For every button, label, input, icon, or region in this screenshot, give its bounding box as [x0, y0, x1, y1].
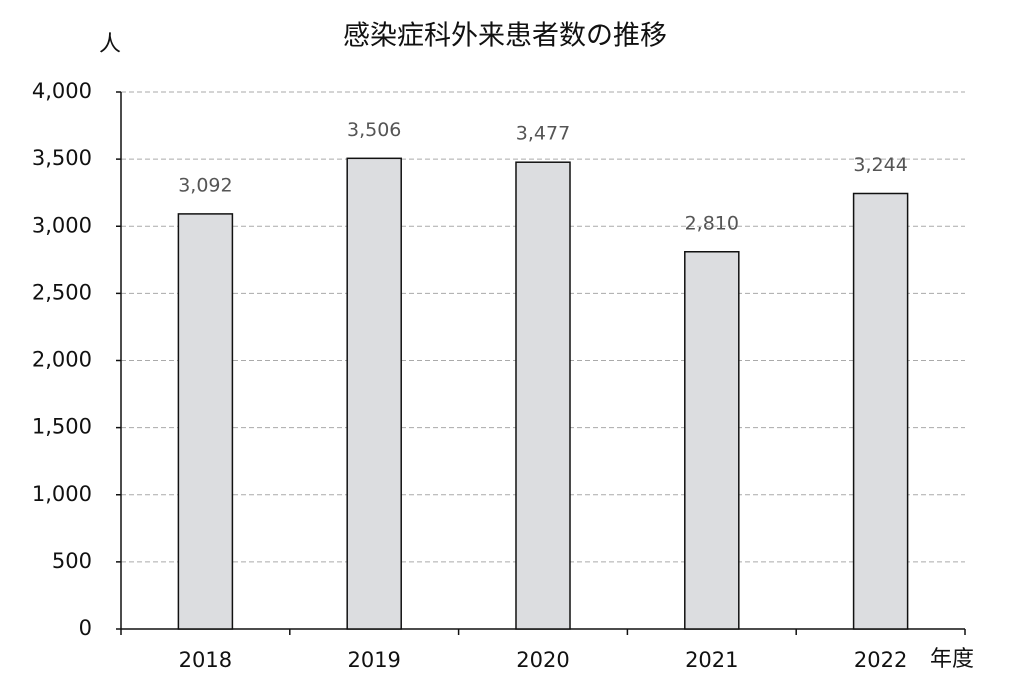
x-tick-label: 2019	[347, 648, 400, 672]
bar	[852, 192, 909, 630]
y-tick-label: 0	[79, 616, 92, 640]
x-tick-label: 2021	[685, 648, 738, 672]
y-tick-label: 2,000	[32, 348, 92, 372]
y-axis-label: 人	[99, 32, 121, 57]
value-label: 3,477	[516, 123, 570, 145]
bar	[515, 161, 571, 630]
value-label: 2,810	[685, 212, 739, 234]
value-label: 3,244	[853, 154, 907, 176]
value-label: 3,092	[178, 174, 232, 196]
y-tick-label: 3,000	[32, 213, 92, 237]
x-axis-label: 年度	[930, 647, 974, 672]
bar	[684, 251, 740, 630]
y-tick-label: 3,500	[32, 146, 92, 170]
chart-title: 感染症科外来患者数の推移	[343, 21, 667, 52]
y-tick-label: 1,000	[32, 482, 92, 506]
x-tick-label: 2020	[516, 648, 569, 672]
x-tick-label: 2018	[179, 648, 232, 672]
y-tick-label: 4,000	[32, 79, 92, 103]
y-tick-label: 1,500	[32, 415, 92, 439]
x-tick-label: 2022	[854, 648, 907, 672]
bar	[346, 157, 402, 630]
bar	[177, 213, 234, 630]
y-tick-label: 2,500	[32, 280, 92, 304]
value-label: 3,506	[347, 119, 401, 141]
y-tick-label: 500	[52, 549, 92, 573]
